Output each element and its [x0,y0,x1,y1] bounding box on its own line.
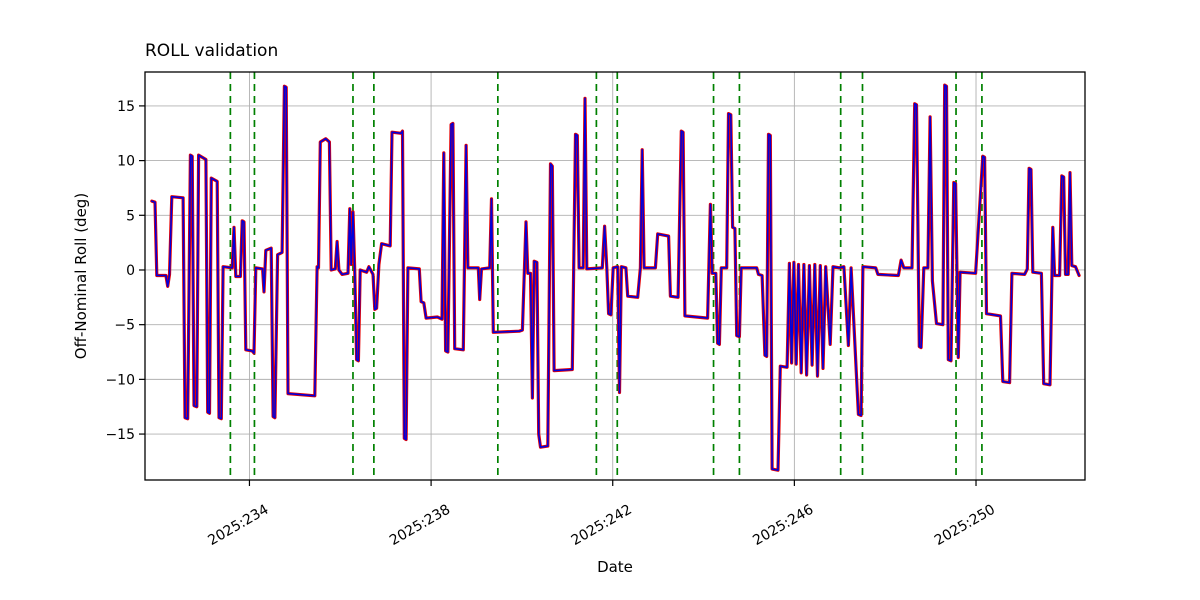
series-blue [151,84,1080,472]
y-tick-label: −5 [114,318,135,334]
y-axis: −15 −10 −5 0 5 10 15 [105,99,145,443]
y-tick-label: 10 [117,154,135,170]
y-tick-label: 5 [126,208,135,224]
chart-title: ROLL validation [145,41,278,61]
y-tick-label: −10 [105,372,135,388]
plot-border [144,71,1086,481]
y-axis-label: Off-Nominal Roll (deg) [72,193,90,359]
y-tick-label: 15 [117,99,135,115]
y-tick-label: 0 [126,263,135,279]
grid [145,72,1085,480]
x-axis-label: Date [597,558,633,576]
y-tick-label: −15 [105,427,135,443]
